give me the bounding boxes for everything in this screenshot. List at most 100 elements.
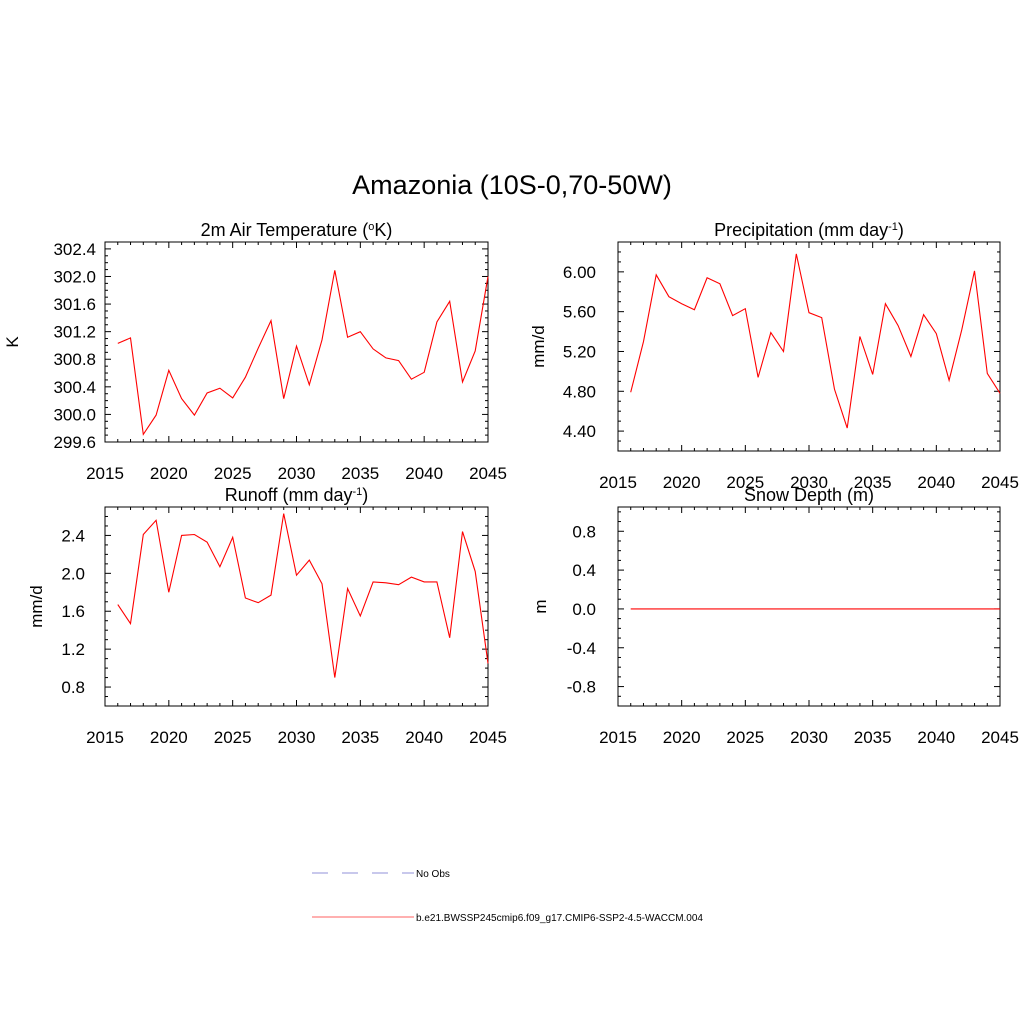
x-tick-label: 2025 xyxy=(726,728,764,747)
data-point xyxy=(270,319,272,321)
data-point xyxy=(129,622,131,624)
panel-snow-depth: 2015 2020 2025 2030 2035 2040 2045 -0.8 -0.4 0.0 0… xyxy=(531,485,1019,747)
data-point xyxy=(731,608,733,610)
data-point xyxy=(680,608,682,610)
data-point xyxy=(206,541,208,543)
data-point xyxy=(897,608,899,610)
data-point xyxy=(359,615,361,617)
panel-runoff: 2015 2020 2025 2030 2035 2040 2045 0.8 1.2 1.6 2.0… xyxy=(27,485,507,747)
x-tick-label: 2030 xyxy=(278,464,316,483)
data-point xyxy=(668,296,670,298)
data-point xyxy=(129,337,131,339)
plot-frame xyxy=(104,241,489,443)
x-tick-label: 2020 xyxy=(150,728,188,747)
y-axis-label: K xyxy=(3,336,22,348)
data-point xyxy=(910,608,912,610)
x-tick-label: 2015 xyxy=(599,728,637,747)
y-tick-label: 301.2 xyxy=(53,323,96,342)
data-point xyxy=(999,608,1001,610)
data-point xyxy=(884,303,886,305)
data-point xyxy=(999,392,1001,394)
data-point xyxy=(833,388,835,390)
data-point xyxy=(884,608,886,610)
data-point xyxy=(910,355,912,357)
x-tick-label: 2020 xyxy=(663,728,701,747)
data-point xyxy=(961,328,963,330)
data-point xyxy=(706,277,708,279)
x-tick-label: 2040 xyxy=(405,464,443,483)
x-tick-label: 2040 xyxy=(405,728,443,747)
panel-title: Precipitation (mm day-1) xyxy=(714,220,904,240)
x-tick-label: 2040 xyxy=(917,473,955,492)
legend-no-obs-label: No Obs xyxy=(416,869,450,880)
x-tick-label: 2025 xyxy=(214,728,252,747)
data-point xyxy=(642,340,644,342)
data-point xyxy=(693,308,695,310)
plot-frame xyxy=(617,506,1001,707)
data-point xyxy=(423,581,425,583)
data-point xyxy=(270,594,272,596)
data-point xyxy=(757,376,759,378)
data-point xyxy=(321,339,323,341)
y-tick-label: 5.20 xyxy=(563,342,596,361)
y-tick-label: -0.8 xyxy=(567,678,596,697)
legend: No Obs b.e21.BWSSP245cmip6.f09_g17.CMIP6… xyxy=(312,869,703,924)
data-point xyxy=(142,533,144,535)
data-point xyxy=(117,342,119,344)
data-point xyxy=(449,637,451,639)
data-point xyxy=(833,608,835,610)
x-tick-label: 2020 xyxy=(150,464,188,483)
data-point xyxy=(461,530,463,532)
data-point xyxy=(385,357,387,359)
x-tick-label: 2020 xyxy=(663,473,701,492)
data-point xyxy=(897,324,899,326)
y-tick-label: 1.2 xyxy=(61,640,85,659)
data-point xyxy=(655,274,657,276)
data-point xyxy=(410,576,412,578)
data-point xyxy=(808,311,810,313)
series-line xyxy=(117,513,489,678)
y-axis-label: mm/d xyxy=(27,585,46,628)
data-point xyxy=(193,533,195,535)
data-point xyxy=(410,378,412,380)
y-tick-label: 0.8 xyxy=(61,678,85,697)
data-point xyxy=(487,662,489,664)
figure-title: Amazonia (10S-0,70-50W) xyxy=(352,170,672,200)
x-tick-label: 2040 xyxy=(917,728,955,747)
panel-title: 2m Air Temperature (oK) xyxy=(201,220,393,240)
x-tick-label: 2045 xyxy=(469,464,507,483)
y-tick-label: 0.0 xyxy=(572,600,596,619)
panel-air-temperature: 2015 2020 2025 2030 2035 2040 2045 299.6 300.0 30… xyxy=(3,220,507,483)
data-point xyxy=(219,387,221,389)
data-point xyxy=(257,602,259,604)
data-point xyxy=(795,253,797,255)
data-point xyxy=(642,608,644,610)
x-tick-label: 2025 xyxy=(214,464,252,483)
y-tick-label: 302.4 xyxy=(53,240,96,259)
data-point xyxy=(372,581,374,583)
y-tick-label: 6.00 xyxy=(563,263,596,282)
data-point xyxy=(346,336,348,338)
legend-model-label: b.e21.BWSSP245cmip6.f09_g17.CMIP6-SSP2-4… xyxy=(416,913,703,924)
y-tick-label: 301.6 xyxy=(53,295,96,314)
data-point xyxy=(630,391,632,393)
y-tick-label: 300.8 xyxy=(53,350,96,369)
data-point xyxy=(257,347,259,349)
data-point xyxy=(986,372,988,374)
x-tick-label: 2035 xyxy=(854,728,892,747)
data-point xyxy=(193,414,195,416)
data-point xyxy=(795,608,797,610)
data-point xyxy=(655,608,657,610)
data-point xyxy=(782,608,784,610)
data-point xyxy=(423,371,425,373)
y-tick-label: 2.0 xyxy=(61,564,85,583)
data-point xyxy=(155,414,157,416)
data-point xyxy=(922,608,924,610)
data-point xyxy=(821,316,823,318)
y-tick-label: 4.80 xyxy=(563,382,596,401)
data-point xyxy=(668,608,670,610)
data-point xyxy=(334,676,336,678)
x-tick-label: 2045 xyxy=(981,728,1019,747)
x-tick-label: 2015 xyxy=(86,464,124,483)
